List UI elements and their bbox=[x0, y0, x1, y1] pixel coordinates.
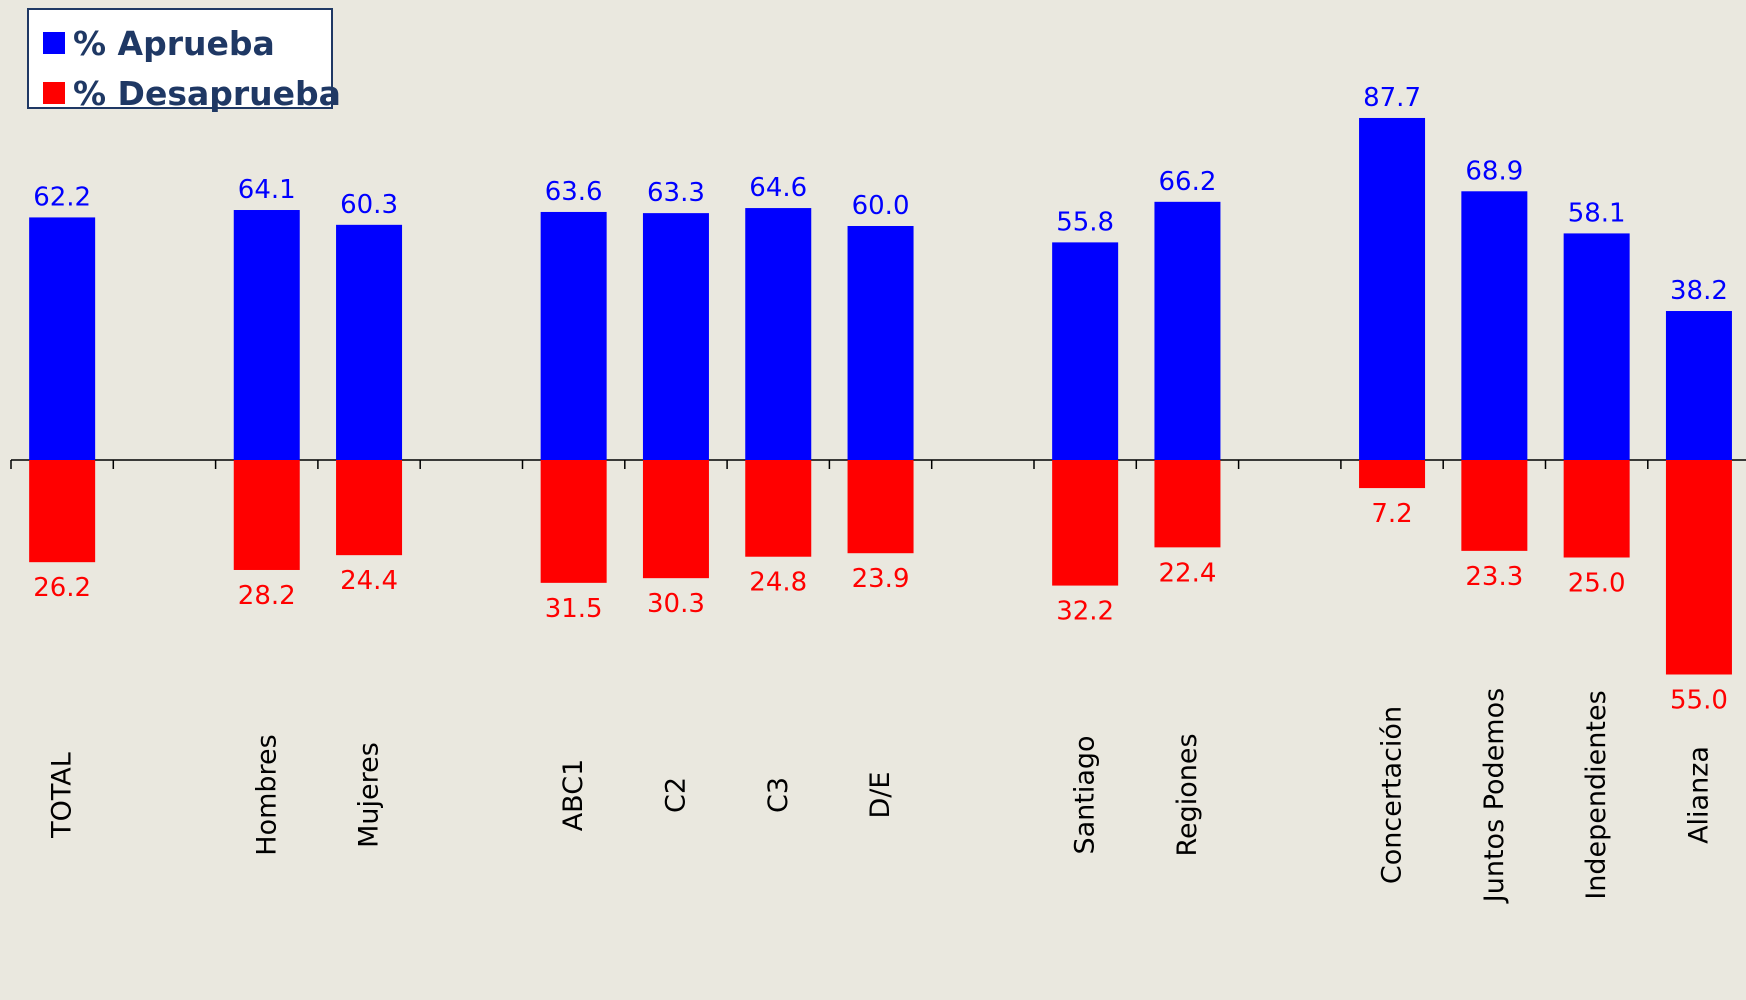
bar-desaprueba bbox=[1359, 460, 1426, 489]
legend-item-desaprueba: % Desaprueba bbox=[43, 73, 341, 113]
category-label: Independientes bbox=[1581, 690, 1612, 899]
bar-aprueba bbox=[540, 211, 607, 460]
data-label-desaprueba: 24.8 bbox=[749, 568, 807, 598]
bar-aprueba bbox=[745, 208, 812, 460]
bar-aprueba bbox=[29, 217, 96, 460]
bar-desaprueba bbox=[29, 460, 96, 563]
data-label-desaprueba: 26.2 bbox=[33, 573, 91, 603]
category-label: Santiago bbox=[1070, 735, 1101, 854]
bar-aprueba bbox=[1052, 242, 1119, 460]
bar-aprueba bbox=[1563, 233, 1630, 460]
bar-aprueba bbox=[1665, 311, 1732, 460]
bar-aprueba bbox=[233, 210, 300, 460]
data-label-aprueba: 63.6 bbox=[545, 177, 603, 207]
category-label: Juntos Podemos bbox=[1479, 688, 1510, 904]
category-label: Concertación bbox=[1377, 706, 1408, 884]
bar-desaprueba bbox=[233, 460, 300, 570]
legend-label-aprueba: % Aprueba bbox=[73, 23, 275, 63]
legend-label-desaprueba: % Desaprueba bbox=[73, 73, 341, 113]
data-label-desaprueba: 25.0 bbox=[1568, 569, 1626, 599]
data-label-desaprueba: 22.4 bbox=[1159, 558, 1217, 588]
bar-desaprueba bbox=[1665, 460, 1732, 675]
bar-desaprueba bbox=[540, 460, 607, 583]
category-label: C3 bbox=[763, 777, 794, 813]
legend-swatch-aprueba bbox=[43, 32, 65, 54]
legend: % Aprueba % Desaprueba bbox=[27, 8, 341, 113]
data-label-aprueba: 55.8 bbox=[1056, 207, 1114, 237]
data-label-desaprueba: 28.2 bbox=[238, 581, 296, 611]
data-label-aprueba: 66.2 bbox=[1159, 167, 1217, 197]
data-label-desaprueba: 30.3 bbox=[647, 589, 705, 619]
bar-aprueba bbox=[1461, 191, 1528, 461]
bar-aprueba bbox=[642, 213, 709, 460]
bar-desaprueba bbox=[745, 460, 812, 557]
data-label-aprueba: 68.9 bbox=[1465, 156, 1523, 186]
category-label: Regiones bbox=[1172, 733, 1203, 856]
data-label-desaprueba: 23.9 bbox=[852, 564, 910, 594]
bar-desaprueba bbox=[1052, 460, 1119, 586]
legend-item-aprueba: % Aprueba bbox=[43, 23, 275, 63]
data-label-aprueba: 58.1 bbox=[1568, 198, 1626, 228]
bar-desaprueba bbox=[1154, 460, 1221, 548]
category-label: ABC1 bbox=[558, 759, 589, 832]
bar-aprueba bbox=[336, 224, 403, 460]
data-label-aprueba: 38.2 bbox=[1670, 276, 1728, 306]
data-label-desaprueba: 7.2 bbox=[1371, 499, 1412, 529]
category-label: Alianza bbox=[1683, 746, 1714, 844]
bar-desaprueba bbox=[1461, 460, 1528, 551]
bar-aprueba bbox=[1359, 117, 1426, 460]
data-label-aprueba: 60.3 bbox=[340, 190, 398, 220]
bar-desaprueba bbox=[642, 460, 709, 579]
data-label-aprueba: 64.1 bbox=[238, 175, 296, 205]
data-label-desaprueba: 24.4 bbox=[340, 566, 398, 596]
data-label-desaprueba: 23.3 bbox=[1465, 562, 1523, 592]
bar-desaprueba bbox=[1563, 460, 1630, 558]
data-label-desaprueba: 31.5 bbox=[545, 594, 603, 624]
bar-desaprueba bbox=[847, 460, 914, 554]
category-label: C2 bbox=[660, 777, 691, 813]
category-label: TOTAL bbox=[47, 752, 78, 839]
data-label-aprueba: 60.0 bbox=[852, 191, 910, 221]
data-label-aprueba: 62.2 bbox=[33, 182, 91, 212]
bar-aprueba bbox=[847, 226, 914, 460]
category-label: D/E bbox=[865, 772, 896, 819]
data-label-aprueba: 87.7 bbox=[1363, 83, 1421, 113]
bar-desaprueba bbox=[336, 460, 403, 556]
data-label-aprueba: 64.6 bbox=[749, 173, 807, 203]
data-label-aprueba: 63.3 bbox=[647, 178, 705, 208]
bar-aprueba bbox=[1154, 201, 1221, 460]
data-label-desaprueba: 55.0 bbox=[1670, 686, 1728, 716]
data-label-desaprueba: 32.2 bbox=[1056, 597, 1114, 627]
category-label: Mujeres bbox=[354, 742, 385, 848]
category-label: Hombres bbox=[251, 734, 282, 855]
legend-swatch-desaprueba bbox=[43, 82, 65, 104]
